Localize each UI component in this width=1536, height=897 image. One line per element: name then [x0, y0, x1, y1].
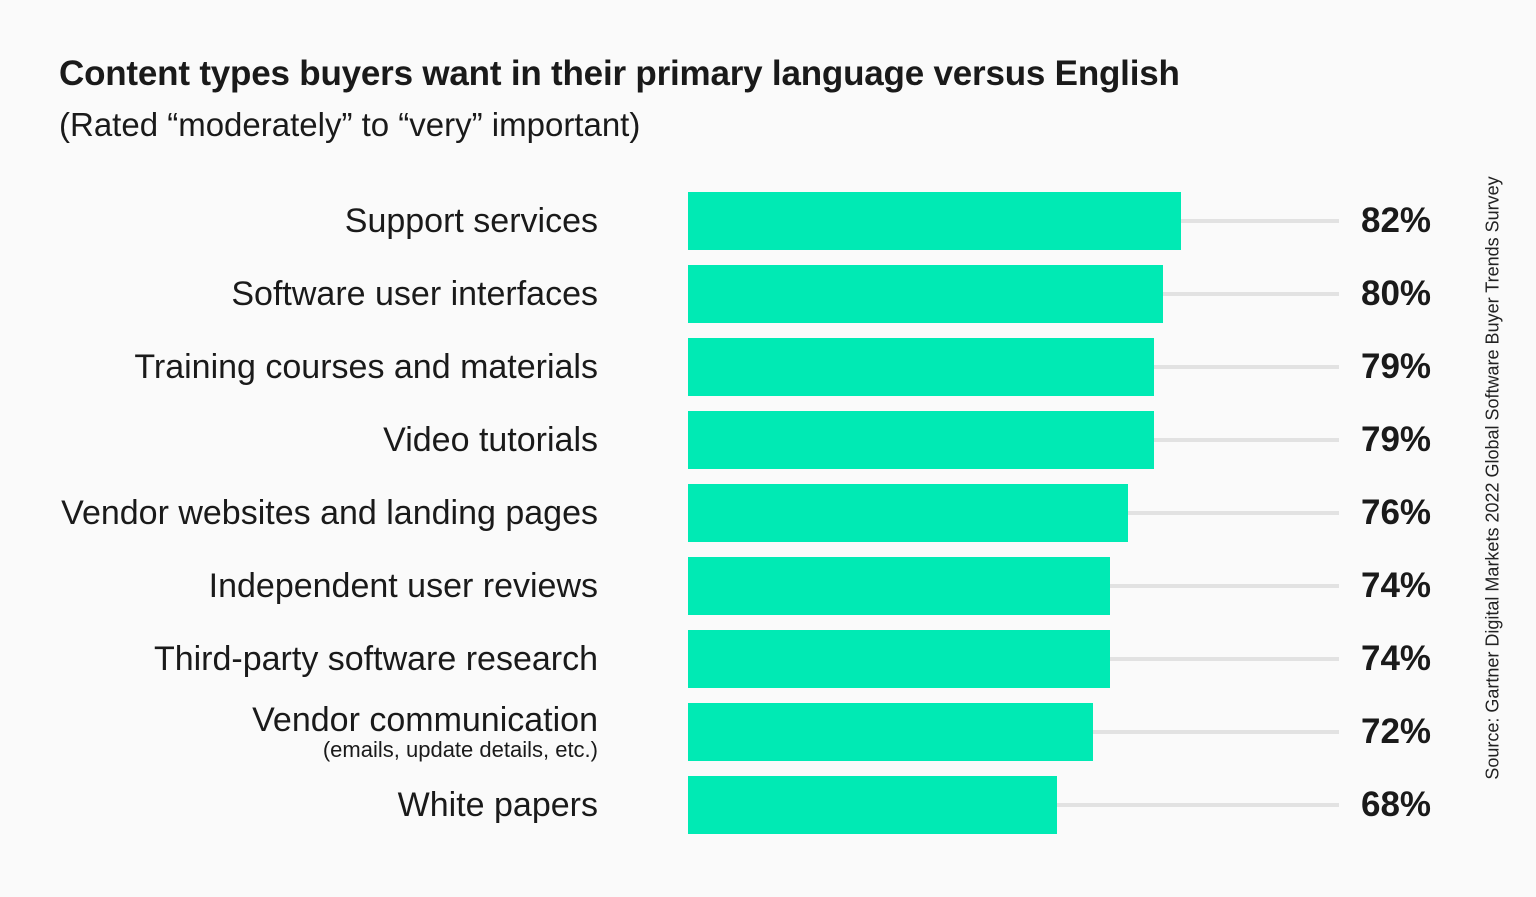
- bar-row: Independent user reviews 74%: [0, 557, 1470, 615]
- category-label-text: Third-party software research: [153, 640, 598, 678]
- bar: [688, 484, 1128, 542]
- value-label: 80%: [1361, 274, 1432, 313]
- source-note: Source: Gartner Digital Markets 2022 Glo…: [1482, 176, 1503, 780]
- chart-title: Content types buyers want in their prima…: [59, 54, 1180, 93]
- bar: [688, 776, 1058, 834]
- category-label: Training courses and materials: [134, 338, 598, 396]
- bar-row: White papers 68%: [0, 776, 1470, 834]
- bar-row: Vendor communication (emails, update det…: [0, 701, 1470, 762]
- category-label-text: Independent user reviews: [208, 567, 598, 605]
- value-label: 82%: [1361, 201, 1432, 240]
- category-label: Vendor communication (emails, update det…: [252, 701, 598, 762]
- bar-row: Vendor websites and landing pages 76%: [0, 484, 1470, 542]
- category-label-text: Vendor websites and landing pages: [61, 494, 598, 532]
- bar: [688, 265, 1164, 323]
- category-label: Support services: [345, 192, 598, 250]
- value-label: 76%: [1361, 493, 1432, 532]
- value-label: 79%: [1361, 420, 1432, 459]
- bar: [688, 703, 1093, 761]
- category-label: Third-party software research: [154, 630, 598, 688]
- value-label: 72%: [1361, 712, 1432, 751]
- category-label-text: Vendor communication: [252, 701, 598, 739]
- bar: [688, 338, 1155, 396]
- value-label: 79%: [1361, 347, 1432, 386]
- value-label: 74%: [1361, 639, 1432, 678]
- bar: [688, 630, 1111, 688]
- category-label: Vendor websites and landing pages: [61, 484, 598, 542]
- bar-row: Software user interfaces 80%: [0, 265, 1470, 323]
- category-label: Independent user reviews: [209, 557, 598, 615]
- chart-subtitle: (Rated “moderately” to “very” important): [59, 106, 641, 143]
- bar: [688, 192, 1181, 250]
- category-label: White papers: [398, 776, 598, 834]
- category-label: Video tutorials: [383, 411, 598, 469]
- bar-row: Third-party software research 74%: [0, 630, 1470, 688]
- category-label-text: Video tutorials: [383, 421, 598, 459]
- bar-row: Support services 82%: [0, 192, 1470, 250]
- category-sublabel: (emails, update details, etc.): [322, 737, 598, 762]
- category-label: Software user interfaces: [231, 265, 598, 323]
- category-label-text: Support services: [344, 202, 598, 240]
- bar: [688, 411, 1155, 469]
- bar-row: Video tutorials 79%: [0, 411, 1470, 469]
- value-label: 68%: [1361, 785, 1432, 824]
- category-label-text: Training courses and materials: [134, 348, 598, 386]
- category-label-text: Software user interfaces: [231, 275, 598, 313]
- value-label: 74%: [1361, 566, 1432, 605]
- bar-row: Training courses and materials 79%: [0, 338, 1470, 396]
- category-label-text: White papers: [397, 786, 598, 824]
- bar: [688, 557, 1111, 615]
